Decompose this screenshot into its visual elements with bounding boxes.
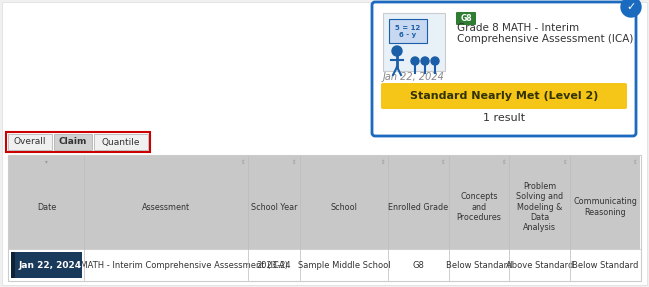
Circle shape [621, 0, 641, 17]
Circle shape [431, 57, 439, 65]
Bar [54, 134, 92, 150]
Text: Standard Nearly Met (Level 2): Standard Nearly Met (Level 2) [410, 91, 598, 101]
Text: 2023-24: 2023-24 [256, 261, 291, 269]
Text: Jan 22, 2024: Jan 22, 2024 [18, 261, 81, 269]
Text: 1 result: 1 result [483, 113, 525, 123]
Text: Communicating
Reasoning: Communicating Reasoning [573, 197, 637, 217]
Bar [11, 252, 15, 278]
Circle shape [411, 57, 419, 65]
Bar [11, 252, 82, 278]
Text: G8: G8 [412, 261, 424, 269]
Bar [9, 156, 640, 249]
FancyBboxPatch shape [381, 83, 627, 109]
Text: ⇕: ⇕ [381, 160, 386, 164]
Text: ⇕: ⇕ [292, 160, 297, 164]
Circle shape [392, 46, 402, 56]
Text: ⇕: ⇕ [633, 160, 637, 164]
Text: Sample Middle School: Sample Middle School [297, 261, 390, 269]
Bar [383, 13, 445, 71]
Text: ✓: ✓ [626, 2, 635, 12]
Text: Enrolled Grade: Enrolled Grade [388, 203, 448, 212]
Text: 5 = 12
6 - y: 5 = 12 6 - y [395, 24, 421, 38]
Bar [389, 19, 427, 43]
Bar [9, 249, 640, 280]
Text: ⇕: ⇕ [563, 160, 567, 164]
Text: Below Standard: Below Standard [572, 261, 638, 269]
FancyBboxPatch shape [372, 2, 636, 136]
Text: ⇕: ⇕ [241, 160, 245, 164]
Bar [8, 134, 52, 150]
Text: ⇕: ⇕ [441, 160, 446, 164]
Text: Assessment: Assessment [142, 203, 190, 212]
Text: Concepts
and
Procedures: Concepts and Procedures [457, 192, 502, 222]
Text: School Year: School Year [251, 203, 297, 212]
Bar [94, 134, 148, 150]
Text: ⇕: ⇕ [502, 160, 507, 164]
Text: Problem
Solving and
Modeling &
Data
Analysis: Problem Solving and Modeling & Data Anal… [516, 182, 563, 232]
Text: ▾: ▾ [45, 160, 48, 164]
Bar [8, 155, 641, 281]
Text: Grade 8 MATH - Interim Comprehensive Assessment (ICA): Grade 8 MATH - Interim Comprehensive Ass… [44, 261, 288, 269]
Text: School: School [330, 203, 357, 212]
Text: Below Standard: Below Standard [446, 261, 512, 269]
Bar [6, 132, 150, 152]
Text: Grade 8 MATH - Interim: Grade 8 MATH - Interim [457, 23, 579, 33]
Text: Overall: Overall [14, 137, 46, 146]
Text: Above Standard: Above Standard [506, 261, 574, 269]
Text: Comprehensive Assessment (ICA): Comprehensive Assessment (ICA) [457, 34, 633, 44]
Circle shape [421, 57, 429, 65]
FancyBboxPatch shape [456, 12, 476, 25]
Text: Quantile: Quantile [102, 137, 140, 146]
Text: G8: G8 [460, 14, 472, 23]
Text: Date: Date [37, 203, 56, 212]
Text: Jan 22, 2024: Jan 22, 2024 [383, 72, 445, 82]
Text: Claim: Claim [59, 137, 87, 146]
